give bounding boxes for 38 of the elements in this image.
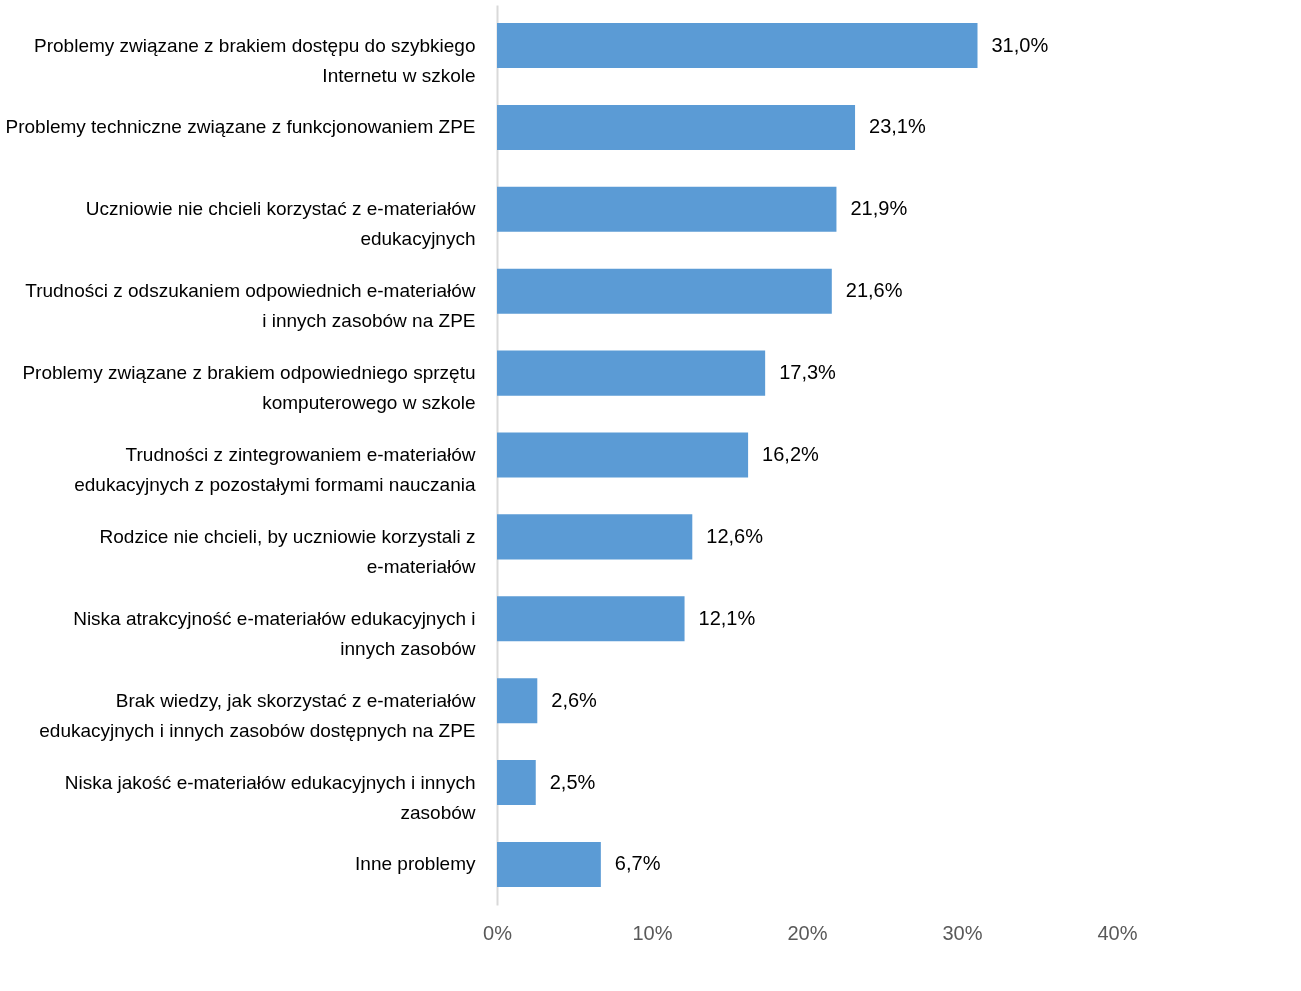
bar [497,678,538,724]
data-label: 16,2% [762,443,820,465]
bar [497,186,837,232]
x-tick-label: 10% [632,921,673,944]
bar [497,432,749,478]
y-tick-label: Problemy techniczne związane z funkcjonowaniem ZPE [5,116,476,138]
data-label: 31,0% [991,33,1049,56]
data-label: 21,9% [850,197,908,220]
bar [497,514,693,560]
y-tick-label: Brak wiedzy, jak skorzystać z e-materiałów edukacyjnych i innych zasobów dostępnych na ZPE [39,689,476,741]
bar [497,23,978,69]
x-tick-label: 20% [787,921,828,944]
y-tick-label: Niska jakość e-materiałów edukacyjnych i innych zasobów [64,771,476,823]
data-label: 6,7% [614,852,661,875]
bar [497,596,685,642]
data-label: 2,5% [549,770,596,793]
bar [497,104,856,150]
x-tick-label: 0% [483,921,513,944]
y-tick-label: Trudności z odszukaniem odpowiednich e-materiałów i innych zasobów na ZPE [25,280,476,332]
y-tick-label: Problemy związane z brakiem odpowiedniego sprzętu komputerowego w szkole [22,362,476,414]
y-tick-label: Problemy związane z brakiem dostępu do szybkiego Internetu w szkole [34,34,476,86]
y-tick-label: Inne problemy [355,853,476,875]
data-label: 17,3% [779,361,837,384]
data-label: 12,1% [698,606,756,629]
x-tick-label: 30% [942,921,983,944]
bar [497,350,766,396]
x-tick-label: 40% [1097,921,1138,944]
data-label: 12,6% [706,524,764,547]
bar [497,268,832,314]
y-tick-label: Rodzice nie chcieli, by uczniowie korzystali z e-materiałów [99,525,476,577]
data-label: 23,1% [869,115,926,138]
data-label: 21,6% [845,279,903,302]
y-tick-label: Uczniowie nie chcieli korzystać z e-materiałów edukacyjnych [85,198,476,250]
bar [497,841,601,887]
bar [497,760,536,806]
y-tick-label: Niska atrakcyjność e-materiałów edukacyjnych i innych zasobów [73,607,476,659]
data-label: 2,6% [551,688,598,711]
y-tick-label: Trudności z zintegrowaniem e-materiałów edukacyjnych z pozostałymi formami nauczania [74,444,476,495]
